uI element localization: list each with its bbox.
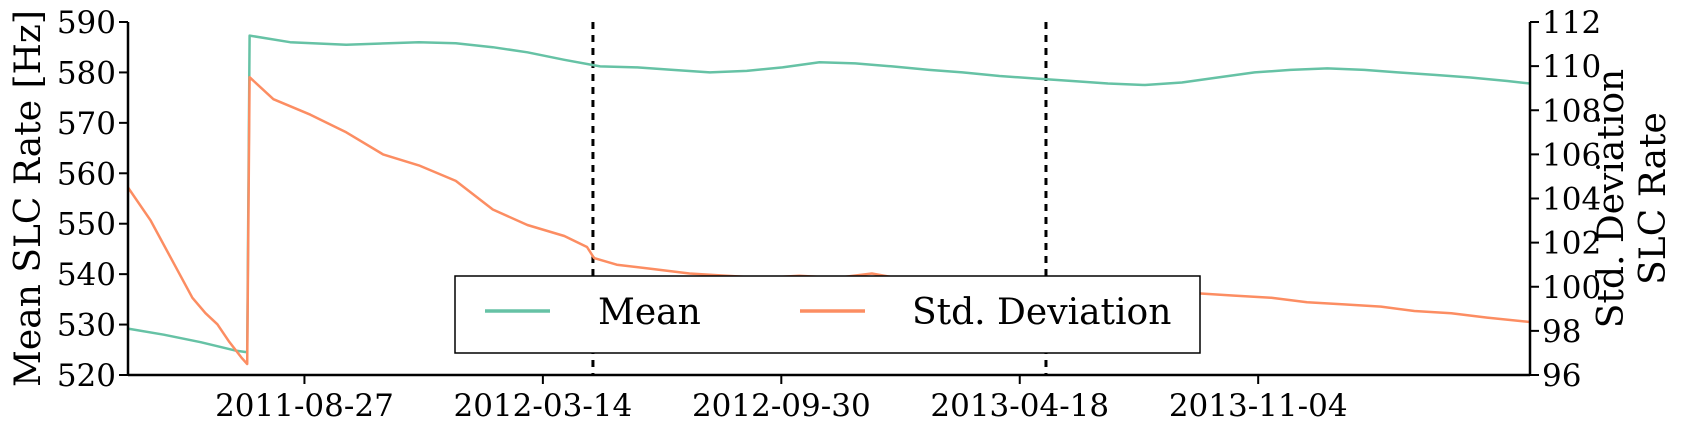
y-right-tick-label: 106 xyxy=(1542,137,1601,173)
y-right-tick-label: 98 xyxy=(1542,314,1581,350)
y-right-tick-label: 102 xyxy=(1542,226,1601,262)
y-right-tick-label: 112 xyxy=(1542,5,1601,41)
y-right-tick-label: 110 xyxy=(1542,49,1601,85)
y-right-axis-title-line-2: SLC Rate xyxy=(1633,112,1674,285)
y-left-tick-label: 550 xyxy=(57,207,116,243)
y-left-tick-label: 540 xyxy=(57,257,116,293)
x-tick-label: 2012-03-14 xyxy=(454,388,633,424)
series-line-std-deviation xyxy=(126,75,1531,366)
y-left-axis-title: Mean SLC Rate [Hz] xyxy=(8,10,49,387)
series-line-mean xyxy=(127,34,1531,354)
series-layer xyxy=(126,34,1531,366)
x-tick-label: 2013-11-04 xyxy=(1169,388,1348,424)
y-left-tick-label: 560 xyxy=(57,156,116,192)
legend-label-mean: Mean xyxy=(598,292,701,333)
y-right-tick-label: 108 xyxy=(1542,93,1601,129)
y-left-tick-label: 530 xyxy=(57,308,116,344)
y-right-tick-label: 104 xyxy=(1542,182,1601,218)
y-right-tick-label: 100 xyxy=(1542,270,1601,306)
legend: Mean Std. Deviation xyxy=(454,275,1201,354)
x-tick-label: 2012-09-30 xyxy=(692,388,871,424)
y-left-tick-label: 590 xyxy=(57,5,116,41)
axes-layer: 520 530 540 550 560 570 580 590 96 98 100 102 104 106… xyxy=(8,5,1674,424)
legend-label-std-deviation: Std. Deviation xyxy=(912,292,1171,333)
legend-box xyxy=(454,275,1201,354)
x-tick-label: 2011-08-27 xyxy=(215,388,394,424)
reference-lines xyxy=(591,22,1048,375)
y-left-tick-label: 520 xyxy=(57,358,116,394)
y-right-axis-title-line-1: Std. Deviation xyxy=(1591,69,1632,328)
y-right-tick-label: 96 xyxy=(1542,358,1581,394)
y-left-tick-label: 580 xyxy=(57,55,116,91)
x-tick-label: 2013-04-18 xyxy=(930,388,1109,424)
y-left-tick-label: 570 xyxy=(57,106,116,142)
